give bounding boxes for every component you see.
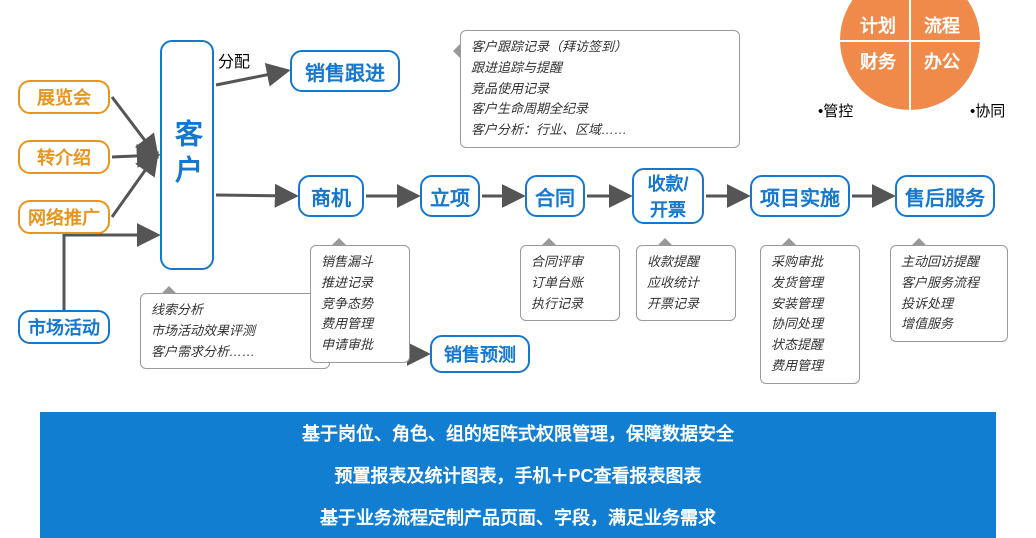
banner-reports: 预置报表及统计图表，手机＋PC查看报表图表	[40, 454, 996, 496]
notes-opportunity_notes-line: 推进记录	[321, 273, 399, 294]
node-impl: 项目实施	[750, 175, 850, 217]
node-forecast-label: 销售预测	[444, 341, 516, 367]
erp-quadrant: 计划 流程 财务 办公 •管控 •协同	[800, 0, 1016, 140]
node-contract-label: 合同	[535, 182, 575, 211]
notes-contract_notes-line: 合同评审	[531, 252, 609, 273]
notes-opportunity_notes-line: 申请审批	[321, 335, 399, 356]
node-marketact: 市场活动	[18, 310, 110, 344]
node-initiate-label: 立项	[430, 182, 470, 211]
node-customer: 客户	[160, 40, 214, 270]
node-impl-label: 项目实施	[760, 182, 840, 211]
node-receipt: 收款/ 开票	[632, 168, 704, 224]
notes-market_notes: 线索分析市场活动效果评测客户需求分析……	[140, 293, 330, 369]
notes-opportunity_notes-line: 费用管理	[321, 314, 399, 335]
notes-impl_notes-line: 费用管理	[771, 356, 849, 377]
erp-sub-collab: •协同	[970, 100, 1005, 121]
notes-aftersale_notes: 主动回访提醒客户服务流程投诉处理增值服务	[890, 245, 1008, 342]
notes-aftersale_notes-line: 投诉处理	[901, 294, 997, 315]
erp-q-plan: 计划	[860, 12, 896, 38]
node-exhibition-label: 展览会	[37, 84, 91, 110]
node-opportunity-label: 商机	[311, 182, 351, 211]
notes-impl_notes-line: 状态提醒	[771, 335, 849, 356]
label-assign: 分配	[218, 48, 250, 72]
notes-receipt_notes-line: 开票记录	[647, 294, 725, 315]
node-referral: 转介绍	[18, 140, 110, 174]
node-receipt-label: 收款/ 开票	[647, 170, 688, 222]
notes-salesfollow_notes-line: 竞品使用记录	[471, 79, 729, 100]
notes-contract_notes: 合同评审订单台账执行记录	[520, 245, 620, 321]
notes-market_notes-line: 客户需求分析……	[151, 342, 319, 363]
node-exhibition: 展览会	[18, 80, 110, 114]
node-marketact-label: 市场活动	[28, 314, 100, 340]
notes-impl_notes-line: 安装管理	[771, 294, 849, 315]
node-forecast: 销售预测	[430, 335, 530, 373]
node-initiate: 立项	[420, 175, 480, 217]
banner-customize: 基于业务流程定制产品页面、字段，满足业务需求	[40, 496, 996, 538]
node-opportunity: 商机	[298, 175, 364, 217]
notes-market_notes-line: 线索分析	[151, 300, 319, 321]
notes-salesfollow_notes-line: 客户生命周期全纪录	[471, 99, 729, 120]
node-aftersale: 售后服务	[895, 175, 995, 217]
node-aftersale-label: 售后服务	[905, 182, 985, 211]
notes-salesfollow_notes-line: 客户跟踪记录（拜访签到）	[471, 37, 729, 58]
node-contract: 合同	[525, 175, 585, 217]
node-customer-label: 客户	[167, 119, 207, 191]
notes-receipt_notes-line: 收款提醒	[647, 252, 725, 273]
notes-impl_notes-line: 采购审批	[771, 252, 849, 273]
notes-salesfollow_notes-line: 跟进追踪与提醒	[471, 58, 729, 79]
notes-aftersale_notes-line: 增值服务	[901, 314, 997, 335]
node-salesfollow-label: 销售跟进	[305, 57, 385, 86]
notes-aftersale_notes-line: 主动回访提醒	[901, 252, 997, 273]
notes-opportunity_notes-line: 销售漏斗	[321, 252, 399, 273]
erp-q-process: 流程	[924, 12, 960, 38]
node-webpromo: 网络推广	[18, 200, 110, 234]
notes-receipt_notes-line: 应收统计	[647, 273, 725, 294]
notes-salesfollow_notes: 客户跟踪记录（拜访签到）跟进追踪与提醒竞品使用记录客户生命周期全纪录客户分析：行…	[460, 30, 740, 148]
erp-sub-control: •管控	[818, 100, 853, 121]
node-salesfollow: 销售跟进	[290, 50, 400, 92]
notes-contract_notes-line: 订单台账	[531, 273, 609, 294]
notes-aftersale_notes-line: 客户服务流程	[901, 273, 997, 294]
banner-permissions: 基于岗位、角色、组的矩阵式权限管理，保障数据安全	[40, 412, 996, 454]
erp-q-finance: 财务	[860, 48, 896, 74]
node-webpromo-label: 网络推广	[28, 204, 100, 230]
notes-impl_notes-line: 协同处理	[771, 314, 849, 335]
notes-impl_notes-line: 发货管理	[771, 273, 849, 294]
notes-contract_notes-line: 执行记录	[531, 294, 609, 315]
notes-impl_notes: 采购审批发货管理安装管理协同处理状态提醒费用管理	[760, 245, 860, 384]
notes-receipt_notes: 收款提醒应收统计开票记录	[636, 245, 736, 321]
notes-opportunity_notes: 销售漏斗推进记录竞争态势费用管理申请审批	[310, 245, 410, 363]
node-referral-label: 转介绍	[37, 144, 91, 170]
notes-market_notes-line: 市场活动效果评测	[151, 321, 319, 342]
notes-salesfollow_notes-line: 客户分析：行业、区域……	[471, 120, 729, 141]
erp-q-office: 办公	[924, 48, 960, 74]
notes-opportunity_notes-line: 竞争态势	[321, 294, 399, 315]
